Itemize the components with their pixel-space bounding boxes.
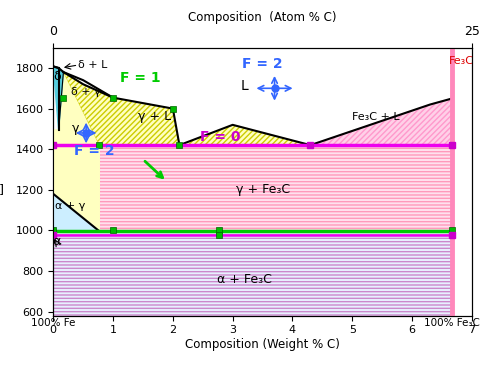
Polygon shape <box>53 194 99 231</box>
Text: α: α <box>53 235 61 248</box>
Text: γ: γ <box>72 123 80 135</box>
Text: 100% Fe₃C: 100% Fe₃C <box>424 318 480 328</box>
Polygon shape <box>53 72 180 231</box>
Polygon shape <box>180 125 310 145</box>
Y-axis label: T
[K]: T [K] <box>0 168 5 196</box>
Text: F = 2: F = 2 <box>74 144 114 158</box>
Polygon shape <box>53 66 63 130</box>
Text: F = 2: F = 2 <box>242 57 283 71</box>
Text: Fe₃C: Fe₃C <box>449 56 474 66</box>
Text: L: L <box>241 79 248 93</box>
Polygon shape <box>310 98 452 145</box>
X-axis label: Composition (Weight % C): Composition (Weight % C) <box>185 338 340 351</box>
Text: δ + L: δ + L <box>78 60 108 70</box>
Text: Fe₃C + L: Fe₃C + L <box>352 112 400 122</box>
Text: α + Fe₃C: α + Fe₃C <box>217 273 272 286</box>
Polygon shape <box>99 145 452 231</box>
Text: δ: δ <box>53 70 60 83</box>
X-axis label: Composition  (Atom % C): Composition (Atom % C) <box>188 11 337 24</box>
Polygon shape <box>53 231 452 316</box>
Text: α + γ: α + γ <box>55 201 85 211</box>
Text: F = 1: F = 1 <box>120 71 160 85</box>
Text: F = 0: F = 0 <box>200 130 241 144</box>
Text: δ + γ: δ + γ <box>71 87 101 97</box>
Text: 100% Fe: 100% Fe <box>31 318 76 328</box>
Polygon shape <box>63 72 180 145</box>
Text: γ + L: γ + L <box>138 110 171 123</box>
Text: γ + Fe₃C: γ + Fe₃C <box>236 183 289 196</box>
